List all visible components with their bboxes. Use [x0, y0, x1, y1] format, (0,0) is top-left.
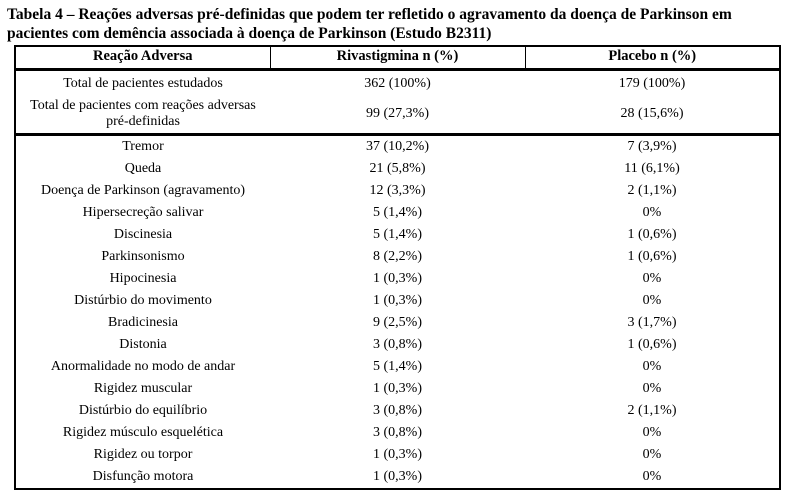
table-row: Distonia 3 (0,8%) 1 (0,6%): [15, 334, 780, 356]
reaction-cell: Disfunção motora: [92, 469, 194, 484]
rivastigmina-cell: 5 (1,4%): [373, 359, 422, 374]
rivastigmina-cell: 362 (100%): [364, 76, 431, 91]
rivastigmina-cell: 1 (0,3%): [373, 447, 422, 462]
rivastigmina-cell: 3 (0,8%): [373, 425, 422, 440]
placebo-cell: 0%: [642, 271, 662, 286]
reaction-cell: Total de pacientes estudados: [63, 76, 223, 91]
table-row: Rigidez muscular 1 (0,3%) 0%: [15, 378, 780, 400]
table-title-line-2: pacientes com demência associada à doenç…: [7, 25, 492, 42]
placebo-cell: 0%: [642, 293, 662, 308]
rivastigmina-cell: 3 (0,8%): [373, 403, 422, 418]
placebo-cell: 1 (0,6%): [627, 337, 677, 352]
table-title: Tabela 4 – Reações adversas pré-definida…: [7, 5, 798, 43]
table-row: Queda 21 (5,8%) 11 (6,1%): [15, 158, 780, 180]
column-header-placebo: Placebo n (%): [524, 46, 780, 71]
table-row: Disfunção motora 1 (0,3%) 0%: [15, 466, 780, 489]
rivastigmina-cell: 37 (10,2%): [366, 139, 429, 154]
table-row: Distúrbio do movimento 1 (0,3%) 0%: [15, 290, 780, 312]
header-row: Reação Adversa Rivastigmina n (%) Placeb…: [15, 46, 780, 71]
table-row: Hipocinesia 1 (0,3%) 0%: [15, 268, 780, 290]
rivastigmina-cell: 99 (27,3%): [270, 97, 525, 136]
rivastigmina-cell: 8 (2,2%): [373, 249, 422, 264]
placebo-cell: 179 (100%): [618, 76, 686, 91]
column-header-reacao-adversa: Reação Adversa: [15, 46, 270, 71]
table-row: Parkinsonismo 8 (2,2%) 1 (0,6%): [15, 246, 780, 268]
reaction-cell: Hipersecreção salivar: [82, 205, 204, 220]
reaction-cell: Discinesia: [113, 227, 173, 242]
rivastigmina-cell: 12 (3,3%): [369, 183, 426, 198]
reaction-cell: Parkinsonismo: [101, 249, 185, 264]
reaction-cell: Queda: [124, 161, 162, 176]
placebo-cell: 3 (1,7%): [627, 315, 677, 330]
table-row: Total de pacientes com reações adversas …: [15, 97, 780, 136]
rivastigmina-cell: 9 (2,5%): [373, 315, 422, 330]
reaction-cell: Rigidez muscular: [93, 381, 193, 396]
placebo-cell: 0%: [642, 381, 662, 396]
table-row: Hipersecreção salivar 5 (1,4%) 0%: [15, 202, 780, 224]
table-row: Anormalidade no modo de andar 5 (1,4%) 0%: [15, 356, 780, 378]
placebo-cell: 0%: [642, 205, 662, 220]
table-row: Rigidez músculo esquelética 3 (0,8%) 0%: [15, 422, 780, 444]
reaction-cell: Anormalidade no modo de andar: [50, 359, 236, 374]
detail-rows: Tremor 37 (10,2%) 7 (3,9%) Queda 21 (5,8%) 11…: [15, 135, 780, 490]
table-title-line-1: Tabela 4 – Reações adversas pré-definida…: [7, 6, 732, 23]
adverse-reactions-table: Reação Adversa Rivastigmina n (%) Placeb…: [14, 45, 781, 490]
reaction-cell: Rigidez ou torpor: [93, 447, 193, 462]
rivastigmina-cell: 21 (5,8%): [369, 161, 426, 176]
placebo-cell: 28 (15,6%): [525, 97, 780, 136]
placebo-cell: 0%: [642, 359, 662, 374]
reaction-cell: Distúrbio do equilíbrio: [78, 403, 208, 418]
placebo-cell: 0%: [642, 447, 662, 462]
table-row: Total de pacientes estudados 362 (100%) 17…: [15, 70, 780, 98]
table-row: Rigidez ou torpor 1 (0,3%) 0%: [15, 444, 780, 466]
placebo-cell: 1 (0,6%): [627, 249, 677, 264]
table-row: Tremor 37 (10,2%) 7 (3,9%): [15, 135, 780, 159]
reaction-cell: Rigidez músculo esquelética: [62, 425, 224, 440]
placebo-cell: 2 (1,1%): [627, 403, 677, 418]
table-row: Discinesia 5 (1,4%) 1 (0,6%): [15, 224, 780, 246]
rivastigmina-cell: 5 (1,4%): [373, 205, 422, 220]
rivastigmina-cell: 3 (0,8%): [373, 337, 422, 352]
table-row: Distúrbio do equilíbrio 3 (0,8%) 2 (1,1%): [15, 400, 780, 422]
table-header: Reação Adversa Rivastigmina n (%) Placeb…: [15, 46, 780, 71]
reaction-cell: Distúrbio do movimento: [74, 293, 212, 308]
summary-rows: Total de pacientes estudados 362 (100%) 17…: [15, 70, 780, 136]
table-row: Doença de Parkinson (agravamento) 12 (3,3…: [15, 180, 780, 202]
reaction-cell: Distonia: [119, 337, 167, 352]
column-header-rivastigmina: Rivastigmina n (%): [269, 46, 525, 71]
reaction-cell: Doença de Parkinson (agravamento): [40, 183, 246, 198]
placebo-cell: 0%: [642, 469, 662, 484]
reaction-cell: Bradicinesia: [108, 315, 178, 330]
placebo-cell: 1 (0,6%): [627, 227, 677, 242]
placebo-cell: 11 (6,1%): [624, 161, 680, 176]
rivastigmina-cell: 5 (1,4%): [373, 227, 422, 242]
rivastigmina-cell: 1 (0,3%): [373, 469, 422, 484]
placebo-cell: 0%: [642, 425, 662, 440]
rivastigmina-cell: 1 (0,3%): [373, 381, 422, 396]
reaction-cell: Tremor: [122, 139, 164, 154]
reaction-cell: Hipocinesia: [109, 271, 177, 286]
table-row: Bradicinesia 9 (2,5%) 3 (1,7%): [15, 312, 780, 334]
rivastigmina-cell: 1 (0,3%): [373, 293, 422, 308]
rivastigmina-cell: 1 (0,3%): [373, 271, 422, 286]
placebo-cell: 7 (3,9%): [627, 139, 677, 154]
placebo-cell: 2 (1,1%): [627, 183, 677, 198]
reaction-cell: Total de pacientes com reações adversas …: [15, 97, 270, 136]
